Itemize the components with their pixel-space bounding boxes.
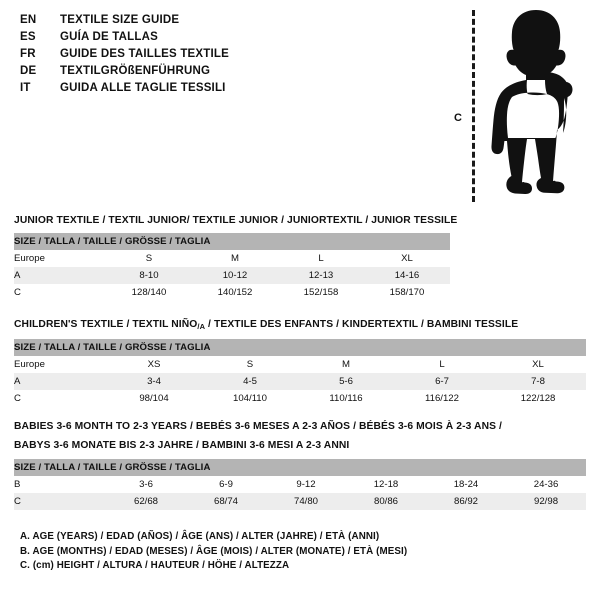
table-cell: 116/122 (394, 390, 490, 407)
table-cell: 3-4 (106, 373, 202, 390)
table-cell: L (278, 250, 364, 267)
table-cell: 122/128 (490, 390, 587, 407)
table-cell: 18-24 (426, 476, 506, 493)
height-dashed-line (472, 10, 475, 202)
table-row: A 8-10 10-12 12-13 14-16 (14, 267, 450, 284)
table-cell: 5-6 (298, 373, 394, 390)
table-cell: M (192, 250, 278, 267)
table-cell: 92/98 (506, 493, 587, 510)
table-cell: 86/92 (426, 493, 506, 510)
table-cell: 24-36 (506, 476, 587, 493)
table-cell: XL (364, 250, 450, 267)
table-cell: 14-16 (364, 267, 450, 284)
table-cell: 68/74 (186, 493, 266, 510)
section-junior-textile: JUNIOR TEXTILE / TEXTIL JUNIOR/ TEXTILE … (14, 214, 457, 301)
size-band-label: SIZE / TALLA / TAILLE / GRÖSSE / TAGLIA (14, 339, 587, 356)
table-cell: 128/140 (106, 284, 192, 301)
height-measure-label: C (454, 112, 462, 124)
section-title-subscript: /A (197, 322, 206, 331)
table-band-header: SIZE / TALLA / TAILLE / GRÖSSE / TAGLIA (14, 459, 587, 476)
table-row: Europe XS S M L XL (14, 356, 587, 373)
table-cell: S (106, 250, 192, 267)
junior-size-table: SIZE / TALLA / TAILLE / GRÖSSE / TAGLIA … (14, 233, 450, 301)
legend-line-b: B. AGE (MONTHS) / EDAD (MESES) / ÂGE (MO… (20, 545, 408, 557)
table-cell: L (394, 356, 490, 373)
table-cell: 80/86 (346, 493, 426, 510)
table-cell: 4-5 (202, 373, 298, 390)
language-title: GUIDA ALLE TAGLIE TESSILI (60, 82, 226, 94)
row-label: A (14, 267, 106, 284)
table-cell: 10-12 (192, 267, 278, 284)
language-title: GUÍA DE TALLAS (60, 31, 158, 43)
height-illustration: C (452, 8, 592, 204)
language-title: TEXTILGRÖßENFÜHRUNG (60, 65, 211, 77)
measurement-legend: A. AGE (YEARS) / EDAD (AÑOS) / ÂGE (ANS)… (20, 530, 407, 574)
table-cell: 110/116 (298, 390, 394, 407)
table-cell: 98/104 (106, 390, 202, 407)
table-cell: 3-6 (106, 476, 186, 493)
language-row: DE TEXTILGRÖßENFÜHRUNG (20, 65, 440, 82)
table-cell: 7-8 (490, 373, 587, 390)
table-row: B 3-6 6-9 9-12 12-18 18-24 24-36 (14, 476, 587, 493)
language-title-header: EN TEXTILE SIZE GUIDE ES GUÍA DE TALLAS … (20, 14, 440, 99)
table-cell: 12-13 (278, 267, 364, 284)
size-band-label: SIZE / TALLA / TAILLE / GRÖSSE / TAGLIA (14, 233, 450, 250)
table-row: Europe S M L XL (14, 250, 450, 267)
table-cell: 158/170 (364, 284, 450, 301)
table-cell: 74/80 (266, 493, 346, 510)
table-cell: 6-7 (394, 373, 490, 390)
row-label: Europe (14, 356, 106, 373)
table-cell: 8-10 (106, 267, 192, 284)
babies-size-table: SIZE / TALLA / TAILLE / GRÖSSE / TAGLIA … (14, 459, 587, 510)
table-cell: 12-18 (346, 476, 426, 493)
section-title-post: / TEXTILE DES ENFANTS / KINDERTEXTIL / B… (205, 319, 519, 330)
table-cell: 62/68 (106, 493, 186, 510)
toddler-silhouette-icon (491, 10, 573, 195)
row-label: A (14, 373, 106, 390)
language-code: EN (20, 14, 37, 26)
row-label: C (14, 493, 106, 510)
language-title: GUIDE DES TAILLES TEXTILE (60, 48, 229, 60)
table-row: C 128/140 140/152 152/158 158/170 (14, 284, 450, 301)
section-title: CHILDREN'S TEXTILE / TEXTIL NIÑO/A / TEX… (14, 318, 586, 334)
section-childrens-textile: CHILDREN'S TEXTILE / TEXTIL NIÑO/A / TEX… (14, 318, 587, 407)
row-label: C (14, 390, 106, 407)
language-code: ES (20, 31, 36, 43)
table-band-header: SIZE / TALLA / TAILLE / GRÖSSE / TAGLIA (14, 339, 587, 356)
table-cell: 6-9 (186, 476, 266, 493)
language-row: FR GUIDE DES TAILLES TEXTILE (20, 48, 440, 65)
language-code: FR (20, 48, 36, 60)
table-cell: XS (106, 356, 202, 373)
section-title: JUNIOR TEXTILE / TEXTIL JUNIOR/ TEXTILE … (14, 215, 458, 226)
table-cell: XL (490, 356, 587, 373)
table-band-header: SIZE / TALLA / TAILLE / GRÖSSE / TAGLIA (14, 233, 450, 250)
children-size-table: SIZE / TALLA / TAILLE / GRÖSSE / TAGLIA … (14, 339, 587, 407)
section-title-pre: CHILDREN'S TEXTILE / TEXTIL NIÑO (14, 319, 198, 330)
language-title: TEXTILE SIZE GUIDE (60, 14, 180, 26)
legend-line-a: A. AGE (YEARS) / EDAD (AÑOS) / ÂGE (ANS)… (20, 531, 380, 542)
section-title-line1: BABIES 3-6 MONTH TO 2-3 YEARS / BEBÉS 3-… (14, 421, 502, 432)
table-cell: 9-12 (266, 476, 346, 493)
table-row: A 3-4 4-5 5-6 6-7 7-8 (14, 373, 587, 390)
language-row: ES GUÍA DE TALLAS (20, 31, 440, 48)
language-code: IT (20, 82, 31, 94)
table-cell: 104/110 (202, 390, 298, 407)
row-label: Europe (14, 250, 106, 267)
language-row: IT GUIDA ALLE TAGLIE TESSILI (20, 82, 440, 99)
table-cell: M (298, 356, 394, 373)
table-row: C 98/104 104/110 110/116 116/122 122/128 (14, 390, 587, 407)
size-band-label: SIZE / TALLA / TAILLE / GRÖSSE / TAGLIA (14, 459, 587, 476)
table-cell: S (202, 356, 298, 373)
row-label: B (14, 476, 106, 493)
table-cell: 140/152 (192, 284, 278, 301)
section-title-line2: BABYS 3-6 MONATE BIS 2-3 JAHRE / BAMBINI… (14, 440, 350, 451)
table-row: C 62/68 68/74 74/80 80/86 86/92 92/98 (14, 493, 587, 510)
section-babies-textile: BABIES 3-6 MONTH TO 2-3 YEARS / BEBÉS 3-… (14, 420, 587, 510)
row-label: C (14, 284, 106, 301)
legend-line-c: C. (cm) HEIGHT / ALTURA / HAUTEUR / HÖHE… (20, 560, 290, 571)
language-code: DE (20, 65, 37, 77)
language-row: EN TEXTILE SIZE GUIDE (20, 14, 440, 31)
table-cell: 152/158 (278, 284, 364, 301)
